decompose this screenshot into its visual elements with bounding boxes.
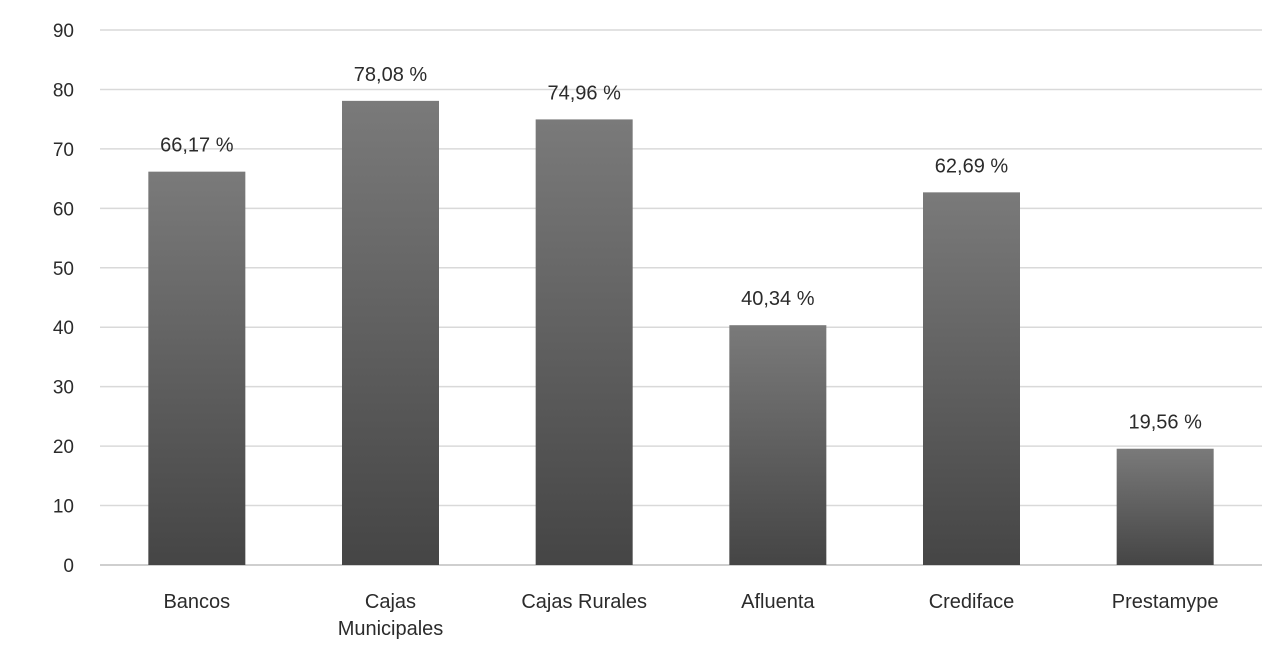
y-tick-label: 50 xyxy=(53,259,74,280)
x-category-label-line: Cajas Rurales xyxy=(521,591,647,613)
x-category-label: Prestamype xyxy=(1112,591,1219,613)
y-tick-label: 70 xyxy=(53,140,74,161)
x-category-label-line: Afluenta xyxy=(741,591,815,613)
x-category-label: Bancos xyxy=(163,591,230,613)
data-label: 19,56 % xyxy=(1128,412,1202,434)
data-label: 66,17 % xyxy=(160,135,234,157)
y-axis-ticks: 0 10 20 30 40 50 60 70 80 90 xyxy=(53,21,74,577)
y-tick-label: 10 xyxy=(53,497,74,518)
x-category-label-line: Crediface xyxy=(929,591,1015,613)
bars xyxy=(148,100,1214,565)
y-tick-label: 80 xyxy=(53,80,74,101)
gridlines xyxy=(100,29,1262,566)
data-label: 78,08 % xyxy=(354,64,428,86)
data-labels: 66,17 % 78,08 % 74,96 % 40,34 % 62,69 % 19,56… xyxy=(160,64,1202,434)
x-category-label: Cajas Municipales xyxy=(338,591,444,640)
bar xyxy=(342,100,439,565)
y-tick-label: 20 xyxy=(53,437,74,458)
x-category-label-line: Prestamype xyxy=(1112,591,1219,613)
x-category-label: Cajas Rurales xyxy=(521,591,647,613)
y-tick-label: 40 xyxy=(53,318,74,339)
x-category-label: Crediface xyxy=(929,591,1015,613)
bar xyxy=(923,192,1020,565)
y-tick-label: 0 xyxy=(63,556,74,577)
bar xyxy=(148,171,246,565)
x-category-label: Afluenta xyxy=(741,591,815,613)
bar xyxy=(535,119,633,565)
data-label: 62,69 % xyxy=(935,155,1009,177)
x-category-label-line: Bancos xyxy=(163,591,230,613)
data-label: 40,34 % xyxy=(741,288,815,310)
bar xyxy=(1116,448,1214,565)
data-label: 74,96 % xyxy=(547,82,621,104)
bar xyxy=(729,325,827,565)
y-tick-label: 90 xyxy=(53,21,74,42)
y-tick-label: 60 xyxy=(53,199,74,220)
y-tick-label: 30 xyxy=(53,378,74,399)
x-category-label-line: Municipales xyxy=(338,618,444,640)
x-category-label-line: Cajas xyxy=(365,591,416,613)
x-axis-categories: Bancos Cajas Municipales Cajas Rurales Aflue… xyxy=(163,591,1218,640)
